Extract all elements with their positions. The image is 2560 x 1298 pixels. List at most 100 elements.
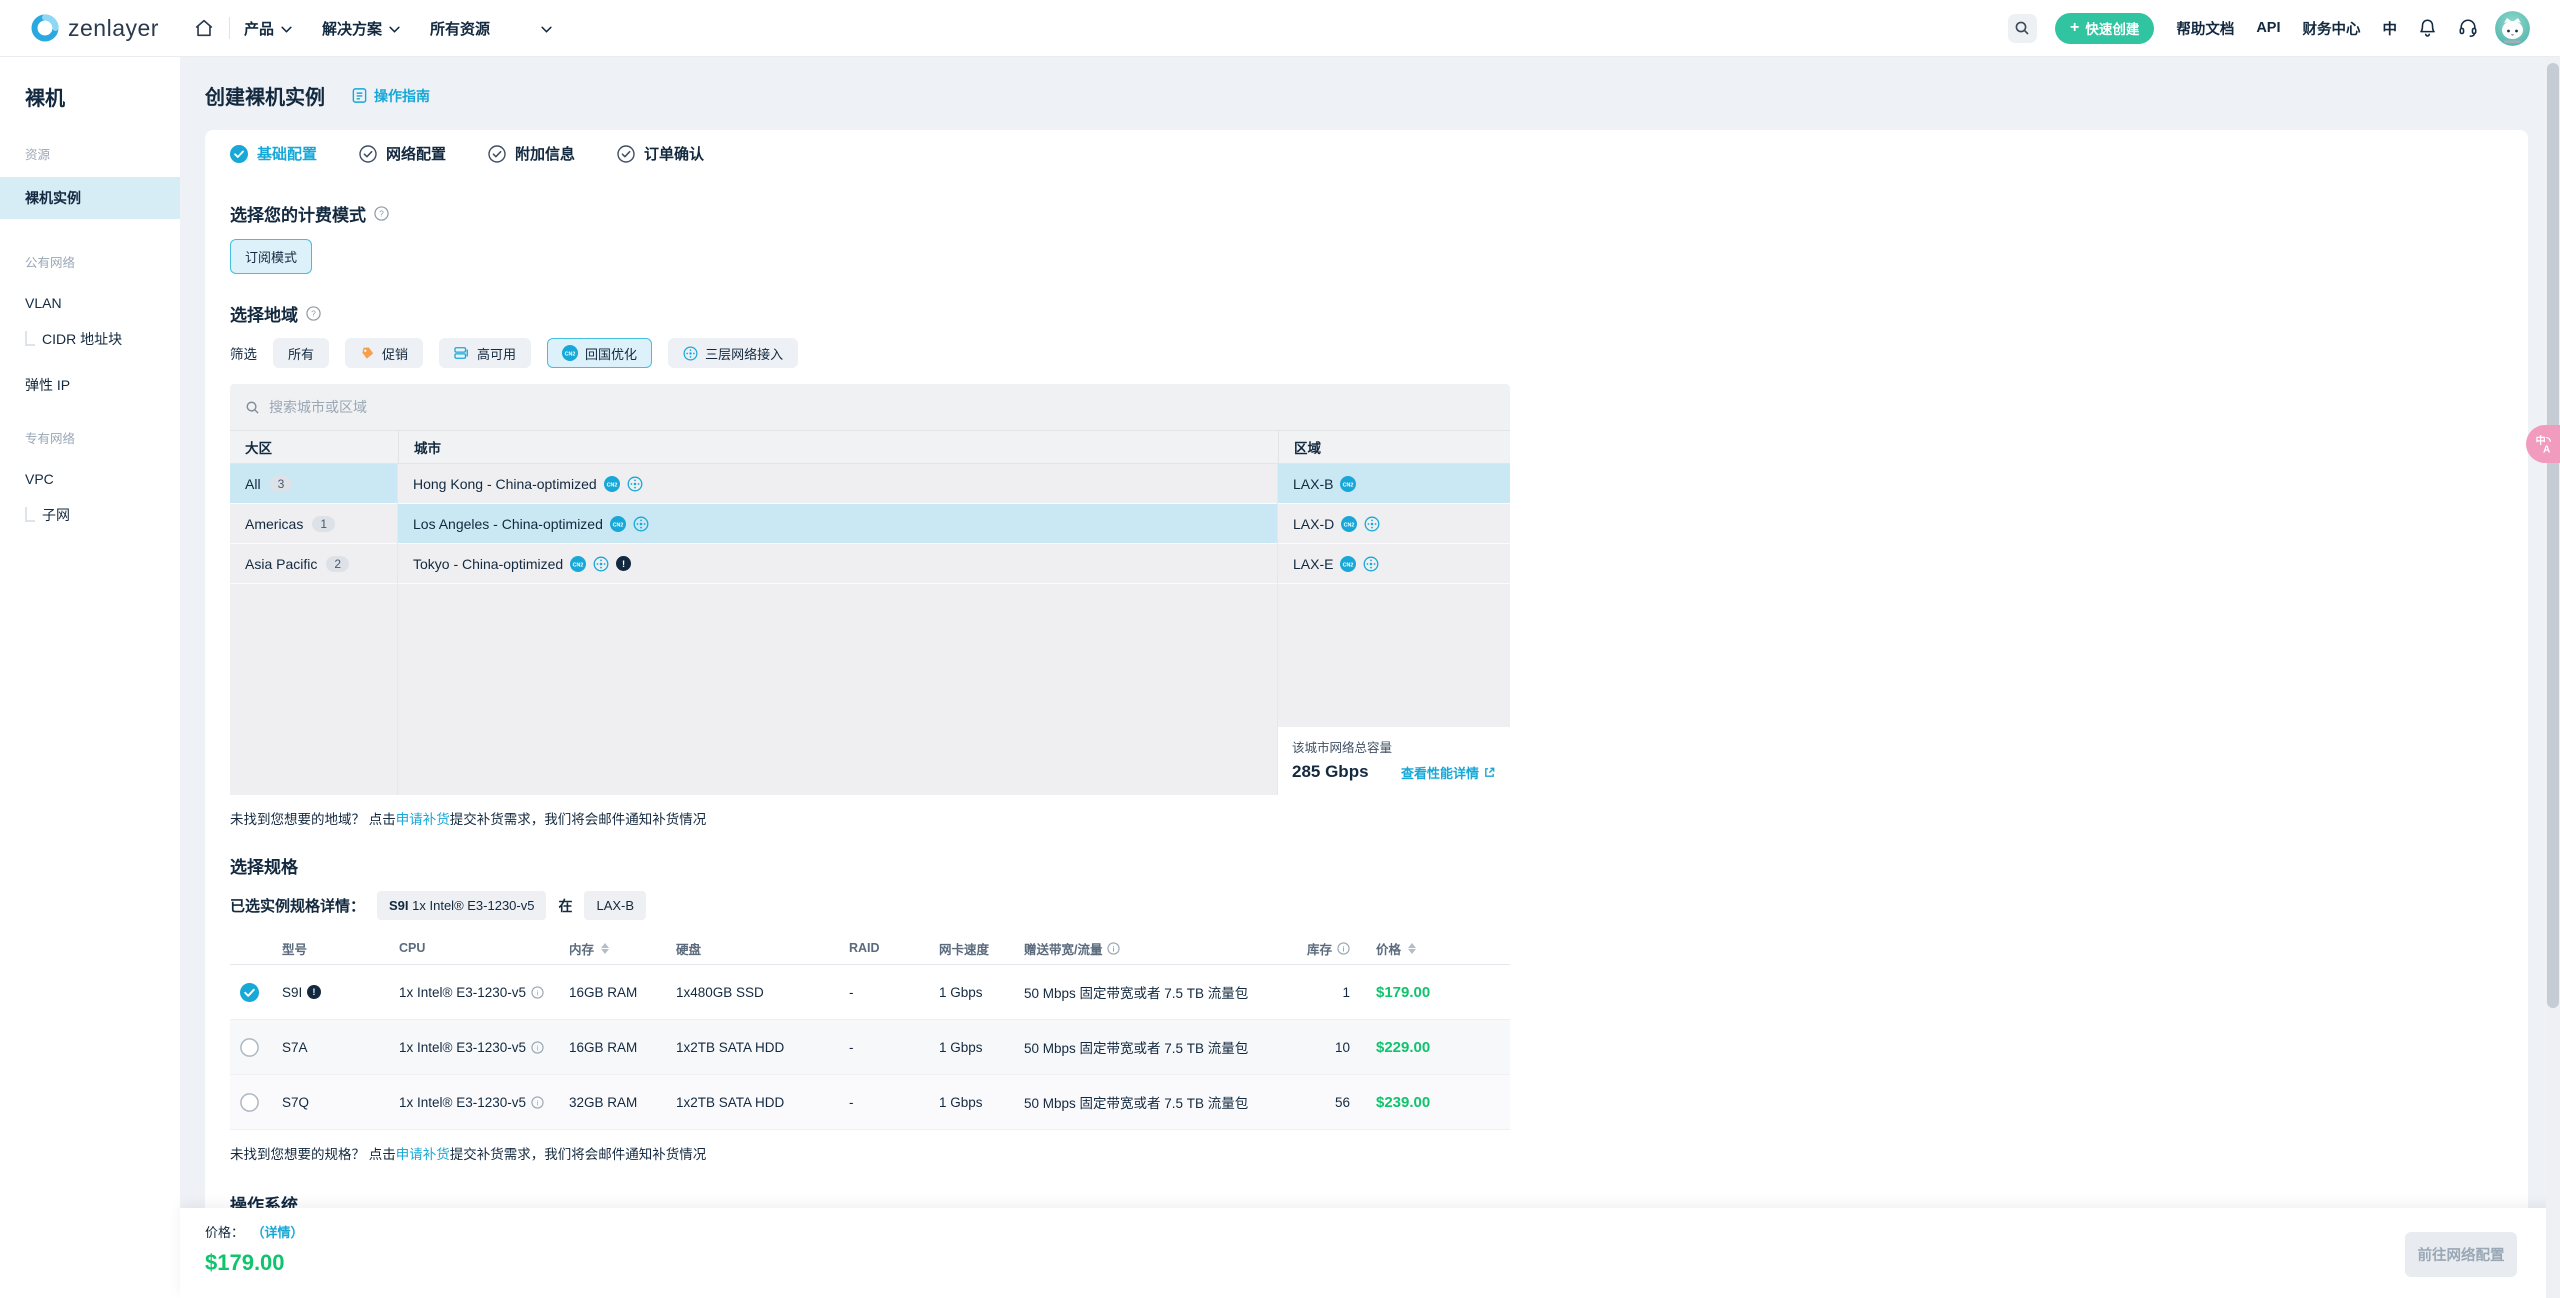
chevron-down-icon xyxy=(389,26,400,33)
plus-icon: + xyxy=(2069,19,2080,36)
help-icon[interactable]: ? xyxy=(306,306,321,321)
header-model: 型号 xyxy=(282,942,308,957)
filter-high-availability[interactable]: 高可用 xyxy=(439,338,532,368)
nav-all-resources[interactable]: 所有资源 xyxy=(430,18,552,39)
region-row-americas[interactable]: Americas 1 xyxy=(230,504,397,544)
info-icon[interactable]: i xyxy=(1337,941,1350,955)
region-search-input[interactable] xyxy=(269,399,869,415)
operation-guide-link[interactable]: 操作指南 xyxy=(351,86,430,106)
svg-text:CN2: CN2 xyxy=(573,562,584,568)
price-details-link[interactable]: （详情） xyxy=(258,1225,304,1240)
step-additional-info[interactable]: 附加信息 xyxy=(488,143,575,164)
sidebar-item-bare-metal-instances[interactable]: 裸机实例 xyxy=(0,177,180,219)
network-dots-icon xyxy=(627,476,643,492)
region-notfound-text: 未找到您想要的地域？ 点击申请补货提交补货需求，我们将会邮件通知补货情况 xyxy=(230,812,707,827)
spec-section-heading: 选择规格 xyxy=(230,858,298,877)
filter-promo[interactable]: 促销 xyxy=(345,338,424,368)
spec-row-s7a[interactable]: S7A 1x Intel® E3-1230-v5 i 16GB RAM 1x2T… xyxy=(230,1020,1510,1075)
alert-badge-icon[interactable]: ! xyxy=(307,985,322,999)
scrollbar-thumb[interactable] xyxy=(2547,63,2559,1008)
brand-logo[interactable]: zenlayer xyxy=(31,14,159,42)
page-header: 创建裸机实例 操作指南 xyxy=(205,81,2560,110)
svg-text:?: ? xyxy=(311,309,316,319)
capacity-label: 该城市网络总容量 xyxy=(1292,741,1393,755)
sort-icon xyxy=(1408,942,1417,954)
filter-china-optimized[interactable]: CN2 回国优化 xyxy=(547,338,653,368)
step-basic-config[interactable]: 基础配置 xyxy=(230,143,317,164)
nav-products[interactable]: 产品 xyxy=(244,18,292,39)
region-table-header: 大区 城市 区域 xyxy=(230,431,1510,464)
user-avatar[interactable] xyxy=(2495,10,2530,46)
info-icon[interactable]: i xyxy=(531,985,544,999)
go-to-network-config-button[interactable]: 前往网络配置 xyxy=(2405,1232,2517,1277)
radio-selected-icon[interactable] xyxy=(240,982,259,1002)
spec-row-s9i[interactable]: S9I ! 1x Intel® E3-1230-v5 i 16GB RAM 1x… xyxy=(230,965,1510,1020)
sidebar-item-elastic-ip[interactable]: 弹性 IP xyxy=(25,377,71,393)
spec-table: 型号 CPU 内存 硬盘 RAID 网卡速度 赠送带宽/流量 i 库存 i xyxy=(230,932,1510,1130)
cn2-badge-icon: CN2 xyxy=(570,555,587,572)
performance-details-link[interactable]: 查看性能详情 xyxy=(1401,763,1496,782)
basic-config-card: 基础配置 网络配置 附加信息 订单确认 选择您的计费模式 ? 订阅模式 xyxy=(205,130,2528,1298)
footer-total-price: $179.00 xyxy=(205,1250,285,1275)
sidebar-item-vpc[interactable]: VPC xyxy=(25,471,54,487)
sidebar-item-subnet[interactable]: 子网 xyxy=(25,505,180,525)
notifications-bell-icon[interactable] xyxy=(2418,18,2437,38)
radio-unselected-icon[interactable] xyxy=(240,1037,259,1057)
step-network-config[interactable]: 网络配置 xyxy=(359,143,446,164)
api-link[interactable]: API xyxy=(2256,20,2281,36)
info-icon[interactable]: i xyxy=(531,1040,544,1054)
zone-row-lax-b[interactable]: LAX-B CN2 xyxy=(1278,464,1510,504)
header-price[interactable]: 价格 xyxy=(1360,939,1510,958)
header-memory[interactable]: 内存 xyxy=(565,939,672,958)
info-icon[interactable]: i xyxy=(531,1095,544,1109)
sidebar-section-resources: 资源 xyxy=(25,148,51,162)
selected-spec-pill: S9I 1x Intel® E3-1230-v5 xyxy=(377,891,547,920)
step-order-confirm[interactable]: 订单确认 xyxy=(617,143,704,164)
filter-layer3-access[interactable]: 三层网络接入 xyxy=(668,338,799,368)
header-bandwidth: 赠送带宽/流量 i xyxy=(1020,939,1300,958)
help-icon[interactable]: ? xyxy=(374,206,389,221)
header-stock: 库存 i xyxy=(1300,939,1360,958)
search-button[interactable] xyxy=(2007,13,2037,43)
region-row-all[interactable]: All 3 xyxy=(230,464,397,504)
city-row-hong-kong[interactable]: Hong Kong - China-optimized CN2 xyxy=(398,464,1277,504)
home-icon[interactable] xyxy=(193,17,215,39)
spec-row-s7q[interactable]: S7Q 1x Intel® E3-1230-v5 i 32GB RAM 1x2T… xyxy=(230,1075,1510,1130)
info-icon[interactable]: i xyxy=(1107,941,1121,955)
check-circle-filled-icon xyxy=(230,144,248,163)
finance-center-link[interactable]: 财务中心 xyxy=(2302,21,2361,38)
quick-create-button[interactable]: + 快速创建 xyxy=(2054,12,2155,44)
cn2-badge-icon: CN2 xyxy=(1340,555,1357,572)
restock-request-link[interactable]: 申请补货 xyxy=(395,1147,450,1162)
svg-text:CN2: CN2 xyxy=(606,482,617,488)
zone-row-lax-d[interactable]: LAX-D CN2 xyxy=(1278,504,1510,544)
region-row-asia-pacific[interactable]: Asia Pacific 2 xyxy=(230,544,397,584)
city-row-los-angeles[interactable]: Los Angeles - China-optimized CN2 xyxy=(398,504,1277,544)
svg-text:CN2: CN2 xyxy=(1343,482,1354,488)
warning-icon[interactable]: ! xyxy=(616,556,632,571)
radio-unselected-icon[interactable] xyxy=(240,1092,259,1112)
server-stack-icon xyxy=(454,346,470,360)
sidebar-item-cidr-blocks[interactable]: CIDR 地址块 xyxy=(25,329,180,349)
sidebar-title: 裸机 xyxy=(25,88,65,110)
language-toggle[interactable]: 中 xyxy=(2382,21,2398,38)
nav-solutions[interactable]: 解决方案 xyxy=(322,18,400,39)
sidebar-item-vlan[interactable]: VLAN xyxy=(25,295,62,311)
billing-mode-subscription[interactable]: 订阅模式 xyxy=(230,239,313,274)
tag-icon xyxy=(360,346,375,361)
svg-text:i: i xyxy=(537,1043,539,1052)
region-count-badge: 1 xyxy=(312,515,336,532)
city-row-tokyo[interactable]: Tokyo - China-optimized CN2 ! xyxy=(398,544,1277,584)
topbar: zenlayer 产品 解决方案 所有资源 + 快速创建 帮助文档 API 财务… xyxy=(0,0,2560,57)
filter-all[interactable]: 所有 xyxy=(273,338,330,368)
header-raid: RAID xyxy=(849,941,880,955)
support-headset-icon[interactable] xyxy=(2458,18,2478,38)
column-header-city: 城市 xyxy=(398,431,1278,464)
restock-request-link[interactable]: 申请补货 xyxy=(395,812,450,827)
scrollbar-track[interactable] xyxy=(2546,57,2560,1298)
region-search-bar xyxy=(230,384,1510,431)
header-cpu: CPU xyxy=(399,941,426,955)
zone-row-lax-e[interactable]: LAX-E CN2 xyxy=(1278,544,1510,584)
help-docs-link[interactable]: 帮助文档 xyxy=(2176,21,2235,38)
